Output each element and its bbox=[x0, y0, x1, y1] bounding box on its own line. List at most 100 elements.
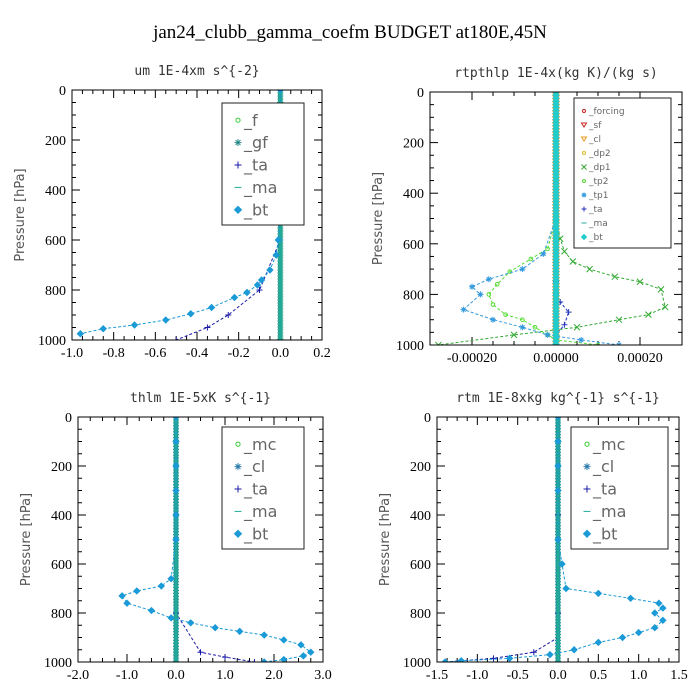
x-tick-label: 0.0 bbox=[167, 668, 185, 683]
series-point-bt bbox=[634, 628, 643, 637]
legend-marker-bt bbox=[580, 233, 588, 241]
series-point-bt bbox=[554, 417, 562, 421]
series-point-bt bbox=[266, 266, 274, 274]
series-point-bt bbox=[554, 437, 562, 446]
series-point-bt bbox=[659, 616, 667, 625]
y-tick-label: 800 bbox=[51, 607, 72, 622]
series-point-bt bbox=[99, 325, 107, 333]
legend-marker-sf bbox=[580, 122, 588, 128]
series-point-bt bbox=[280, 655, 288, 662]
series-point-tp1 bbox=[460, 306, 467, 313]
y-tick-label: 1000 bbox=[396, 339, 424, 354]
series-point-bt bbox=[230, 293, 239, 302]
y-tick-label: 1000 bbox=[38, 334, 66, 349]
legend-marker-cl bbox=[583, 463, 591, 471]
legend-marker-forcing bbox=[582, 109, 586, 113]
x-tick-label: 1.0 bbox=[216, 668, 234, 683]
series-line-ta bbox=[175, 90, 281, 340]
series-point-bt bbox=[167, 614, 175, 622]
series-point-bt bbox=[162, 316, 170, 324]
legend-label-bt: _bt bbox=[588, 233, 603, 243]
x-tick-label: 0.00020 bbox=[617, 351, 663, 366]
series-point-bt bbox=[118, 592, 126, 600]
x-tick-label: 0.5 bbox=[590, 668, 608, 683]
x-tick-label: -0.8 bbox=[103, 346, 125, 361]
legend-marker-f bbox=[235, 117, 241, 123]
legend-label-dp2: _dp2 bbox=[588, 149, 611, 159]
x-tick-label: 1.5 bbox=[670, 668, 688, 683]
y-tick-label: 200 bbox=[403, 137, 424, 152]
series-point-ta bbox=[225, 312, 232, 318]
series-point-ta bbox=[251, 659, 258, 662]
y-tick-label: 400 bbox=[51, 509, 72, 524]
legend-marker-ta bbox=[581, 206, 587, 212]
series-point-tp2 bbox=[503, 312, 508, 317]
series-point-bt bbox=[133, 587, 141, 595]
y-tick-label: 200 bbox=[45, 134, 66, 149]
series-point-tp1 bbox=[544, 331, 551, 338]
series-point-bt bbox=[297, 641, 305, 649]
series-point-bt bbox=[554, 535, 562, 544]
series-point-dp1 bbox=[435, 341, 442, 345]
x-tick-label: 0.0 bbox=[549, 668, 567, 683]
legend-label-bt: _bt bbox=[243, 524, 268, 544]
y-tick-label: 1000 bbox=[403, 656, 431, 671]
legend-box bbox=[573, 97, 672, 249]
y-tick-label: 0 bbox=[424, 411, 431, 426]
series-point-bt bbox=[457, 657, 465, 662]
series-point-tp1 bbox=[540, 250, 547, 257]
legend-marker-bt bbox=[582, 529, 592, 539]
series-point-ta bbox=[561, 321, 568, 328]
y-tick-label: 600 bbox=[410, 558, 431, 573]
series-point-bt bbox=[299, 652, 308, 660]
chart-panel-3: thlm 1E-5xK s^{-1} Pressure [hPa] -2.0 -1.0… bbox=[19, 391, 332, 683]
series-point-bt bbox=[651, 623, 659, 632]
series-point-bt bbox=[253, 281, 262, 289]
series-point-tp2 bbox=[507, 269, 513, 274]
series-point-dp1 bbox=[636, 278, 644, 286]
legend-label-mc: _mc bbox=[243, 435, 276, 455]
series-point-bt bbox=[554, 462, 562, 470]
y-axis-label: Pressure [hPa] bbox=[13, 168, 28, 261]
series-point-dp1 bbox=[573, 323, 581, 331]
panel-title: rtpthlp 1E-4x(kg K)/(kg s) bbox=[454, 66, 658, 81]
legend-marker-bt bbox=[233, 529, 243, 539]
legend-label-cl: _cl bbox=[588, 135, 601, 145]
legend-marker-tp2 bbox=[582, 179, 586, 183]
x-tick-label: -0.5 bbox=[507, 668, 529, 683]
panel-title: rtm 1E-8xkg kg^{-1} s^{-1} bbox=[456, 391, 660, 406]
legend-label-mc: _mc bbox=[592, 435, 625, 455]
y-tick-label: 400 bbox=[410, 509, 431, 524]
series-point-bt bbox=[441, 658, 449, 662]
series-point-ta bbox=[197, 649, 204, 656]
series-point-bt bbox=[157, 582, 166, 590]
series-point-bt bbox=[280, 636, 288, 644]
y-axis-label: Pressure [hPa] bbox=[371, 172, 386, 265]
legend-label-f: _f bbox=[243, 111, 258, 131]
series-point-bt bbox=[274, 236, 282, 244]
series-point-bt bbox=[257, 276, 266, 284]
series-point-bt bbox=[172, 417, 180, 421]
x-tick-label: -2.0 bbox=[67, 668, 89, 683]
y-tick-label: 0 bbox=[417, 86, 424, 101]
legend-label-dp1: _dp1 bbox=[588, 163, 611, 173]
y-tick-label: 600 bbox=[403, 238, 424, 253]
figure-title: jan24_clubb_gamma_coefm BUDGET at180E,45… bbox=[152, 22, 547, 43]
series-point-bt bbox=[172, 535, 180, 544]
legend-marker-gf bbox=[234, 139, 242, 147]
series-point-bt bbox=[172, 462, 180, 470]
y-tick-label: 800 bbox=[410, 607, 431, 622]
series-point-dp1 bbox=[561, 248, 568, 255]
series-point-bt bbox=[655, 599, 663, 607]
series-point-dp1 bbox=[611, 273, 619, 281]
legend-marker-cl bbox=[234, 463, 242, 471]
series-point-bt bbox=[562, 584, 570, 593]
legend: _forcing _sf _cl _dp2 _dp1 _tp2 _tp1 _ta _ma _bt bbox=[573, 97, 672, 249]
legend-marker-tp1 bbox=[581, 192, 587, 198]
legend-label-tp2: _tp2 bbox=[588, 177, 608, 187]
plot-frame bbox=[429, 91, 683, 346]
series-point-dp1 bbox=[661, 303, 669, 311]
series-point-bt bbox=[552, 340, 560, 345]
legend-marker-mc bbox=[584, 441, 590, 447]
series-point-bt bbox=[276, 90, 285, 94]
